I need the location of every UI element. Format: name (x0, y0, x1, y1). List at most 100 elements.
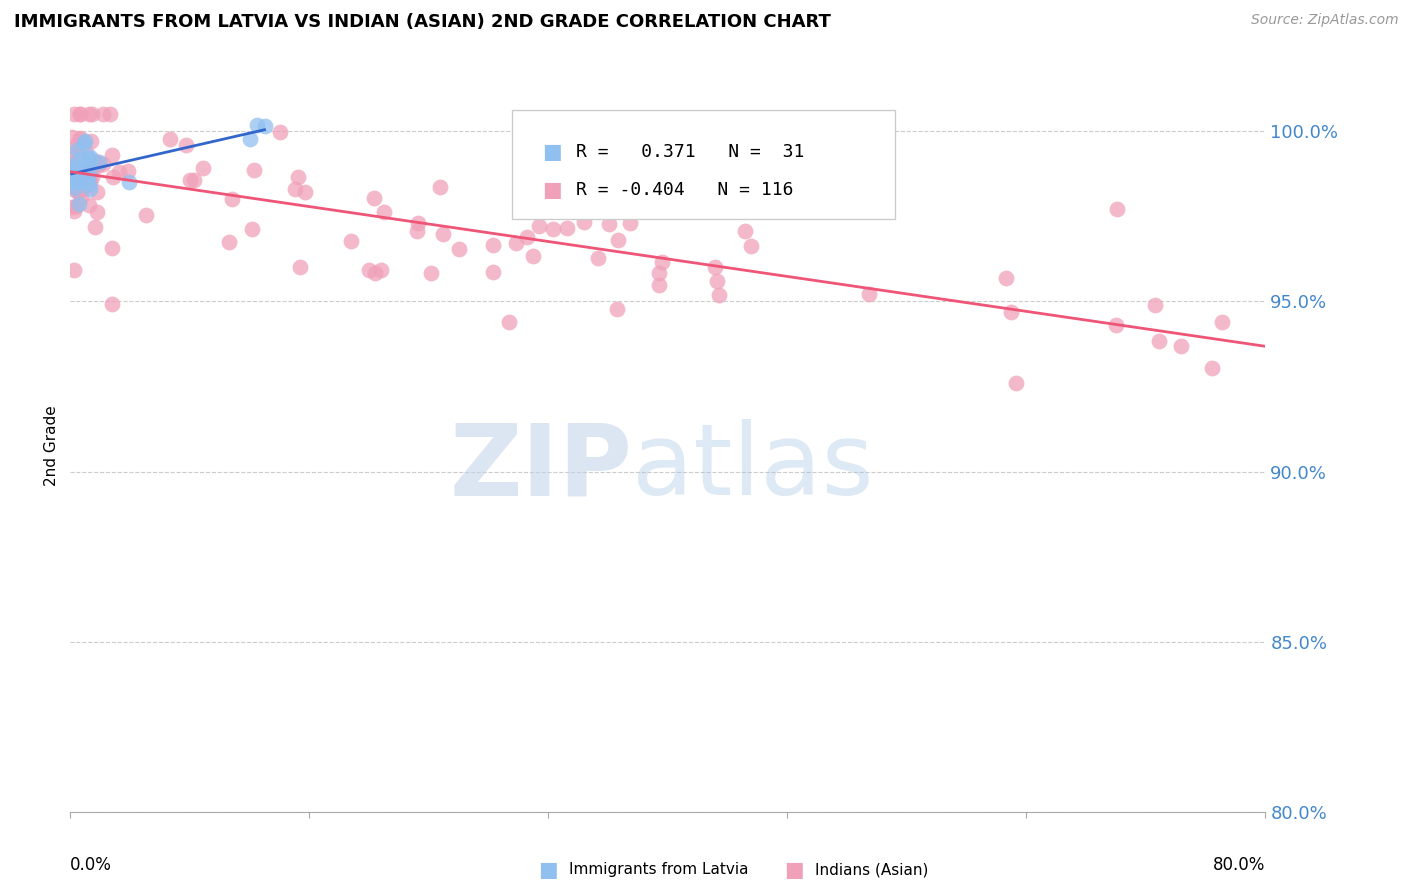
Point (70, 182, 93, 196)
Point (406, 217, 429, 231)
Point (77, 172, 100, 186)
Point (63, 174, 86, 188)
Point (240, 222, 263, 236)
Point (82, 169, 104, 184)
Point (62, 151, 84, 165)
Point (1105, 202, 1128, 216)
Point (218, 235, 240, 249)
Point (534, 157, 557, 171)
Point (1170, 339, 1192, 353)
Text: ■: ■ (543, 142, 562, 162)
Point (340, 234, 363, 248)
Point (91, 107, 114, 121)
Point (420, 266, 443, 280)
Point (79, 169, 101, 184)
Point (91, 156, 114, 170)
Point (66, 166, 89, 180)
Point (65, 177, 87, 191)
Point (294, 185, 316, 199)
Point (67, 185, 90, 199)
Point (69, 131, 91, 145)
Point (65, 136, 87, 151)
Point (79, 176, 101, 190)
Text: Immigrants from Latvia: Immigrants from Latvia (569, 863, 749, 877)
Point (66, 173, 89, 187)
Point (370, 263, 392, 277)
Point (242, 163, 264, 178)
Point (481, 237, 503, 252)
Text: IMMIGRANTS FROM LATVIA VS INDIAN (ASIAN) 2ND GRADE CORRELATION CHART: IMMIGRANTS FROM LATVIA VS INDIAN (ASIAN)… (14, 13, 831, 31)
Point (651, 255, 673, 269)
Point (572, 215, 595, 229)
Point (86, 157, 108, 171)
Point (101, 297, 124, 311)
Point (65, 164, 87, 178)
Point (79, 165, 101, 179)
Point (87, 157, 110, 171)
Point (84, 219, 107, 234)
Point (67, 169, 90, 183)
Point (79, 182, 101, 196)
Text: 0.0%: 0.0% (70, 855, 112, 873)
Point (62, 164, 84, 178)
Point (77, 198, 100, 212)
Point (858, 287, 880, 301)
Point (63, 180, 86, 194)
Point (63, 183, 86, 197)
Point (77, 164, 100, 178)
Point (69, 153, 91, 167)
Point (60, 161, 83, 176)
Point (498, 315, 520, 329)
Point (287, 170, 309, 185)
Point (707, 288, 730, 302)
Point (79, 107, 101, 121)
Text: Source: ZipAtlas.com: Source: ZipAtlas.com (1251, 13, 1399, 28)
Point (373, 204, 395, 219)
Point (77, 161, 100, 176)
Point (86, 205, 108, 219)
Text: ■: ■ (543, 180, 562, 200)
Point (586, 251, 609, 265)
Point (1105, 318, 1128, 332)
Point (83, 154, 105, 169)
Text: R = -0.404   N = 116: R = -0.404 N = 116 (576, 181, 793, 199)
Point (193, 161, 215, 176)
Point (429, 179, 451, 194)
Point (103, 169, 125, 184)
Point (79, 150, 101, 164)
Point (98, 107, 121, 121)
Point (60, 129, 83, 144)
Point (606, 301, 628, 316)
Point (67, 197, 90, 211)
Point (65, 181, 87, 195)
Point (117, 164, 139, 178)
Point (555, 221, 578, 235)
Point (734, 224, 756, 238)
Point (67, 165, 90, 179)
Point (66, 143, 89, 157)
Point (62, 160, 84, 174)
Point (994, 271, 1017, 285)
Text: R =   0.371   N =  31: R = 0.371 N = 31 (576, 143, 804, 161)
Point (76, 170, 98, 185)
Point (1147, 334, 1170, 349)
Point (63, 107, 86, 121)
Point (63, 203, 86, 218)
Point (482, 264, 505, 278)
Point (60, 146, 83, 161)
Point (505, 236, 527, 251)
Point (183, 172, 205, 186)
Point (527, 219, 550, 233)
Point (1211, 315, 1233, 329)
Point (69, 131, 91, 145)
Point (357, 263, 380, 277)
Point (72, 173, 94, 187)
Point (179, 173, 201, 187)
Point (67, 174, 90, 188)
Text: 80.0%: 80.0% (1213, 855, 1265, 873)
Point (246, 119, 269, 133)
Point (1143, 298, 1166, 312)
Point (75, 134, 97, 148)
Point (70, 176, 93, 190)
Point (86, 185, 108, 199)
